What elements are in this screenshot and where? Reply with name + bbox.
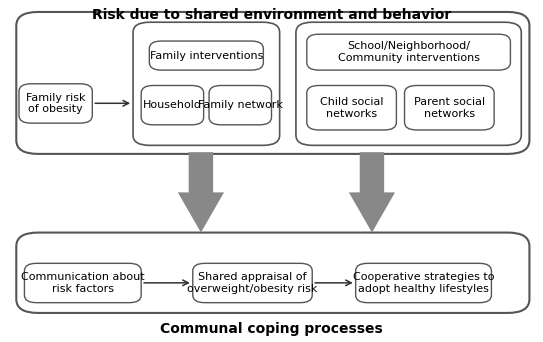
Text: Parent social
networks: Parent social networks — [414, 97, 485, 119]
FancyBboxPatch shape — [149, 41, 263, 70]
Text: Shared appraisal of
overweight/obesity risk: Shared appraisal of overweight/obesity r… — [187, 272, 318, 294]
FancyBboxPatch shape — [24, 263, 141, 303]
Text: Cooperative strategies to
adopt healthy lifestyles: Cooperative strategies to adopt healthy … — [353, 272, 494, 294]
FancyBboxPatch shape — [133, 22, 280, 145]
Text: Family risk
of obesity: Family risk of obesity — [26, 93, 85, 114]
FancyBboxPatch shape — [141, 86, 204, 125]
Text: Risk due to shared environment and behavior: Risk due to shared environment and behav… — [92, 9, 451, 22]
Text: Child social
networks: Child social networks — [320, 97, 383, 119]
Text: Communal coping processes: Communal coping processes — [160, 322, 383, 336]
FancyBboxPatch shape — [16, 233, 529, 313]
FancyBboxPatch shape — [296, 22, 521, 145]
FancyBboxPatch shape — [356, 263, 491, 303]
FancyBboxPatch shape — [405, 86, 494, 130]
Text: Household: Household — [143, 100, 202, 110]
Text: School/Neighborhood/
Community interventions: School/Neighborhood/ Community intervent… — [338, 41, 479, 63]
FancyBboxPatch shape — [19, 84, 92, 123]
FancyBboxPatch shape — [307, 86, 396, 130]
Polygon shape — [178, 152, 224, 233]
FancyBboxPatch shape — [209, 86, 272, 125]
FancyBboxPatch shape — [16, 12, 529, 154]
Text: Communication about
risk factors: Communication about risk factors — [21, 272, 144, 294]
FancyBboxPatch shape — [307, 34, 510, 70]
Text: Family interventions: Family interventions — [150, 51, 263, 61]
Text: Family network: Family network — [198, 100, 283, 110]
Polygon shape — [349, 152, 395, 233]
FancyBboxPatch shape — [193, 263, 312, 303]
